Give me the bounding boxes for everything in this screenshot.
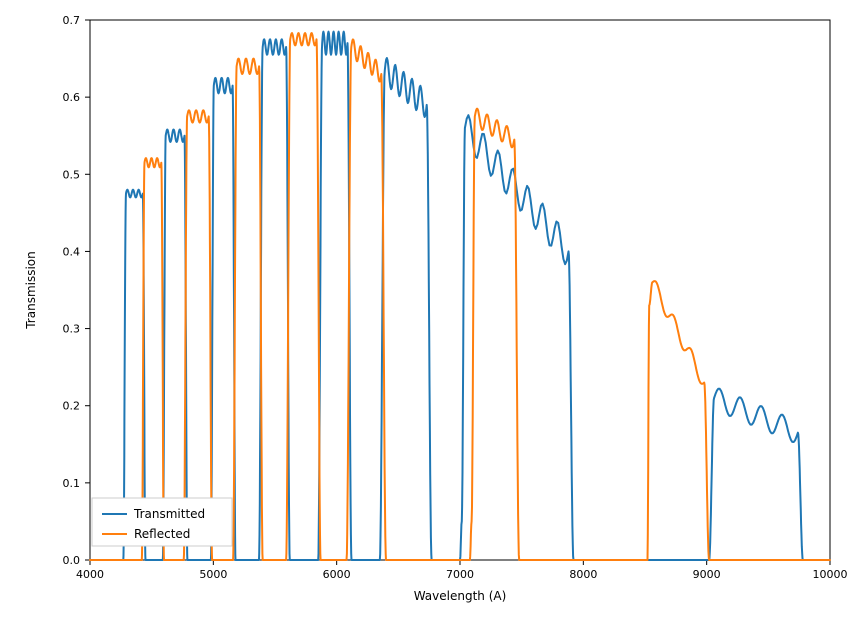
y-tick-label: 0.1: [63, 477, 81, 490]
y-tick-label: 0.5: [63, 168, 81, 181]
y-tick-label: 0.0: [63, 554, 81, 567]
x-tick-label: 5000: [199, 568, 227, 581]
legend: Transmitted Reflected: [92, 498, 232, 546]
y-tick-label: 0.4: [63, 245, 81, 258]
x-tick-label: 4000: [76, 568, 104, 581]
transmission-chart: 4000 5000 6000 7000 8000 9000 10000 0.0 0.1 0.2 0.…: [0, 0, 850, 625]
x-axis-label: Wavelength (A): [414, 589, 507, 603]
x-tick-label: 10000: [813, 568, 848, 581]
x-tick-label: 9000: [693, 568, 721, 581]
chart-container: 4000 5000 6000 7000 8000 9000 10000 0.0 0.1 0.2 0.…: [0, 0, 850, 625]
x-tick-label: 6000: [323, 568, 351, 581]
x-tick-label: 7000: [446, 568, 474, 581]
x-tick-label: 8000: [569, 568, 597, 581]
y-tick-label: 0.3: [63, 323, 81, 336]
y-axis-label: Transmission: [24, 251, 38, 330]
y-tick-label: 0.7: [63, 14, 81, 27]
y-tick-label: 0.6: [63, 91, 81, 104]
legend-label: Transmitted: [133, 507, 205, 521]
y-tick-label: 0.2: [63, 400, 81, 413]
legend-label: Reflected: [134, 527, 190, 541]
